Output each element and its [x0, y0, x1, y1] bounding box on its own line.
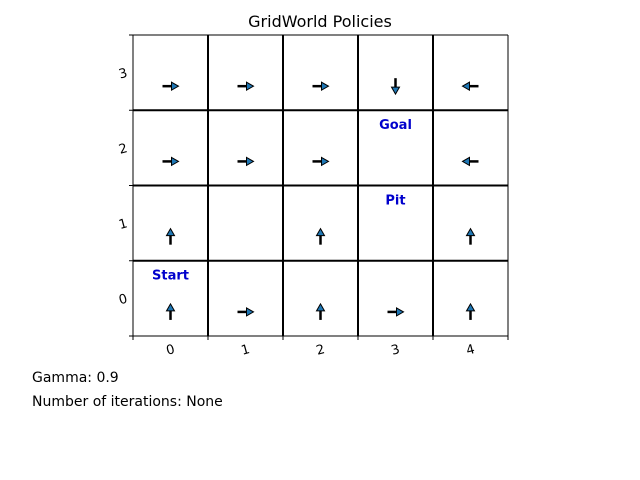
policy-arrow-0-2-right [162, 156, 180, 167]
policy-arrow-4-3-left [461, 81, 479, 92]
policy-arrow-1-0-right [237, 307, 255, 317]
policy-arrow-0-0-up [165, 302, 176, 320]
x-tick-label-1: 1 [240, 342, 252, 359]
x-tick-label-3: 3 [390, 342, 402, 359]
axis-ticks: 0 1 2 3 4 0 1 2 3 [117, 34, 509, 359]
chart-title: GridWorld Policies [248, 12, 392, 31]
y-tick-label-0: 0 [117, 292, 129, 309]
policy-arrow-2-0-up [315, 302, 326, 320]
x-tick-label-2: 2 [315, 342, 327, 359]
x-tick-label-4: 4 [465, 342, 477, 359]
gamma-text: Gamma: 0.9 [32, 370, 119, 386]
policy-arrow-4-0-up [465, 302, 476, 320]
cell-label-start: Start [152, 269, 189, 284]
policy-arrow-1-2-right [237, 156, 255, 167]
cell-label-goal: Goal [379, 118, 412, 133]
grid-layer [132, 34, 509, 337]
policy-arrow-3-0-right [387, 307, 405, 317]
cell-label-pit: Pit [385, 193, 405, 208]
policy-arrow-4-2-left [461, 156, 479, 167]
policy-arrow-2-3-right [312, 81, 330, 92]
x-tick-label-0: 0 [165, 342, 177, 359]
policy-arrow-0-3-right [162, 81, 180, 92]
cell-labels: Goal Pit Start [152, 118, 412, 284]
policy-arrow-2-2-right [312, 156, 330, 167]
policy-arrow-3-3-down [390, 78, 401, 96]
y-tick-label-2: 2 [117, 141, 129, 158]
policy-arrow-4-1-up [465, 227, 476, 245]
policy-arrow-2-1-up [315, 227, 326, 245]
y-tick-label-3: 3 [117, 66, 129, 83]
iterations-text: Number of iterations: None [32, 394, 223, 410]
y-tick-label-1: 1 [117, 216, 129, 233]
policy-arrow-1-3-right [237, 81, 255, 92]
policy-arrow-0-1-up [165, 227, 176, 245]
policy-arrows [162, 78, 479, 320]
